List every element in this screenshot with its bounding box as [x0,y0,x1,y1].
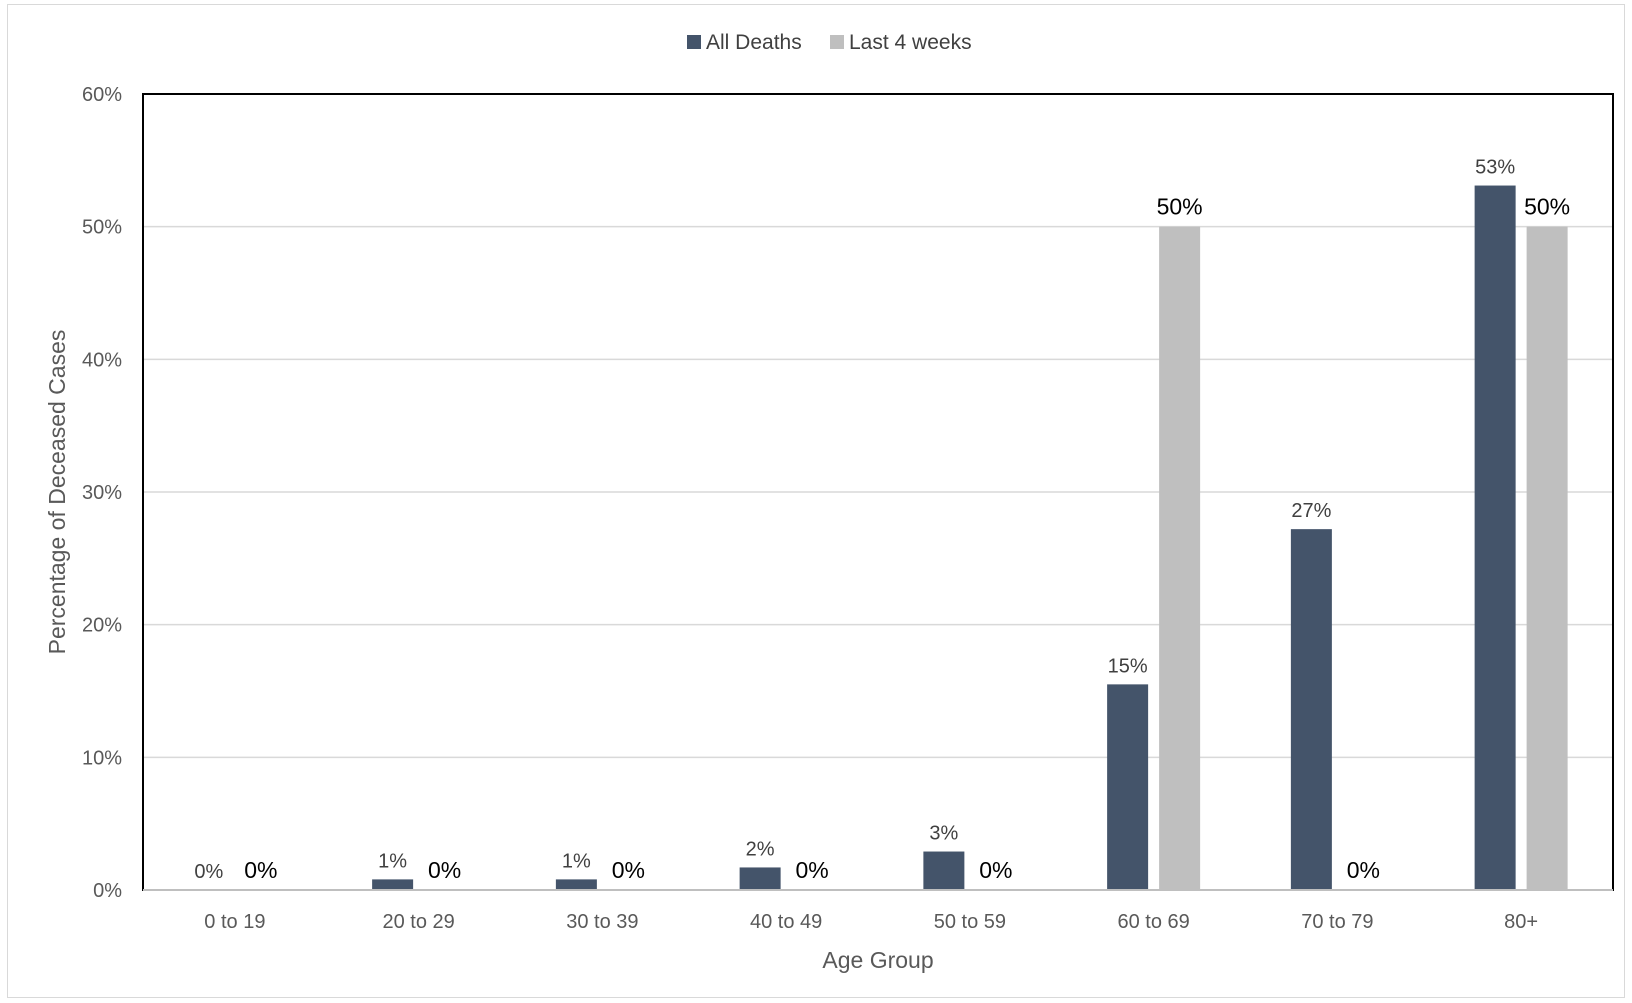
legend-label-all-deaths: All Deaths [706,31,802,54]
legend-item-all-deaths: All Deaths [687,31,802,54]
bar-all-deaths-70-to-79 [1290,529,1332,890]
x-axis-title: Age Group [822,947,933,973]
y-axis-tick-labels: 0% 10% 20% 30% 40% 50% 60% [82,84,122,902]
bar-all-deaths-40-to-49 [739,867,781,890]
data-label-last-4-weeks-60-to-69: 50% [1157,194,1203,220]
x-tick-label: 40 to 49 [750,911,822,933]
data-label-all-deaths-60-to-69: 15% [1108,655,1148,677]
gridlines [143,225,1613,759]
bar-all-deaths-60-to-69 [1107,684,1149,890]
bar-all-deaths-80 [1474,185,1516,891]
data-label-last-4-weeks-70-to-79: 0% [1347,857,1380,883]
y-tick-label: 50% [82,217,122,239]
bar-all-deaths-20-to-29 [372,879,414,890]
legend-swatch-last-4-weeks [830,35,844,49]
x-axis-tick-labels: 0 to 19 20 to 29 30 to 39 40 to 49 50 to 59 6… [204,911,1538,933]
x-tick-label: 80+ [1504,911,1538,933]
data-label-all-deaths-20-to-29: 1% [378,850,407,872]
y-tick-label: 10% [82,747,122,769]
data-label-all-deaths-70-to-79: 27% [1291,500,1331,522]
y-tick-label: 60% [82,84,122,106]
bar-all-deaths-30-to-39 [555,879,597,890]
data-label-all-deaths-50-to-59: 3% [929,823,958,845]
data-label-all-deaths-0-to-19: 0% [194,861,223,883]
data-label-all-deaths-80: 53% [1475,157,1515,179]
bar-last-4-weeks-80 [1526,226,1568,890]
data-label-last-4-weeks-30-to-39: 0% [612,857,645,883]
x-tick-label: 20 to 29 [382,911,454,933]
bar-all-deaths-50-to-59 [923,851,965,890]
data-label-last-4-weeks-50-to-59: 0% [979,857,1012,883]
x-tick-label: 70 to 79 [1301,911,1373,933]
y-tick-label: 40% [82,349,122,371]
bar-last-4-weeks-60-to-69 [1159,226,1201,890]
y-tick-label: 20% [82,615,122,637]
legend-label-last-4-weeks: Last 4 weeks [849,31,972,54]
y-tick-label: 0% [93,880,122,902]
data-label-last-4-weeks-40-to-49: 0% [796,857,829,883]
chart-frame [7,4,1625,998]
data-label-last-4-weeks-80: 50% [1524,194,1570,220]
x-tick-label: 60 to 69 [1117,911,1189,933]
x-tick-label: 50 to 59 [934,911,1006,933]
data-label-all-deaths-40-to-49: 2% [746,838,775,860]
data-label-last-4-weeks-0-to-19: 0% [244,857,277,883]
x-tick-label: 0 to 19 [204,911,265,933]
chart-legend: All Deaths Last 4 weeks [687,31,972,54]
legend-item-last-4-weeks: Last 4 weeks [830,31,972,54]
legend-swatch-all-deaths [687,35,701,49]
data-label-all-deaths-30-to-39: 1% [562,850,591,872]
data-label-last-4-weeks-20-to-29: 0% [428,857,461,883]
data-labels: 0% 0% 1% 0% 1% 0% 2% 0% 3% 0% 15% 50% 27% 0% 53% 50% [194,157,1570,883]
y-tick-label: 30% [82,482,122,504]
bars [372,185,1568,891]
x-tick-label: 30 to 39 [566,911,638,933]
y-axis-title: Percentage of Deceased Cases [44,330,70,655]
